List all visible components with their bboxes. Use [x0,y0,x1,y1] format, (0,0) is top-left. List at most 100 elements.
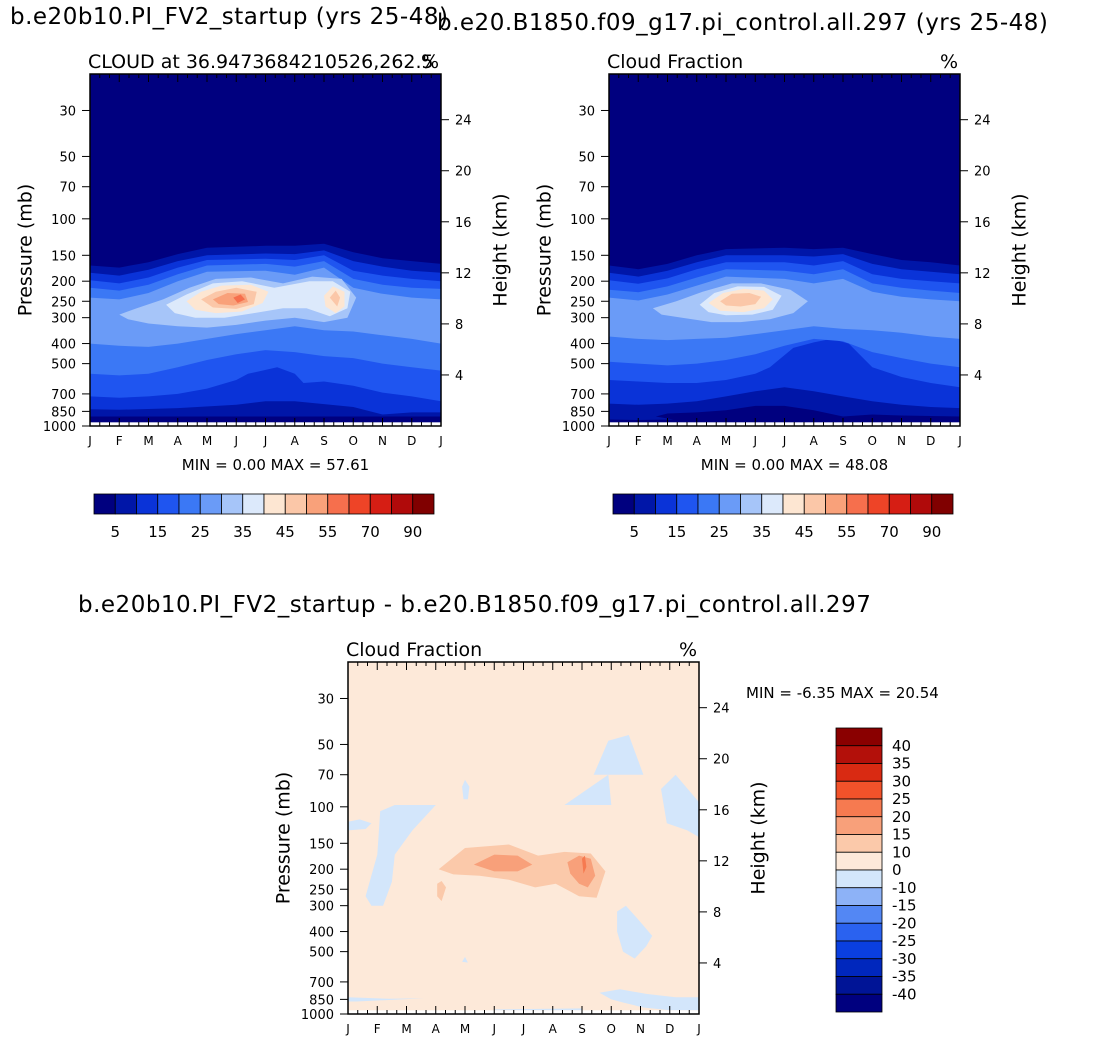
p3-neg-patch [494,1008,582,1011]
p2-ytick-label: 200 [570,275,595,290]
p3-colorbar-label: -35 [892,968,917,986]
p3-colorbar-box [835,993,883,1013]
p3-ytick-label: 500 [309,946,334,961]
p3-xtick-label: S [578,1022,586,1036]
p2-ytick-label: 70 [578,181,595,196]
p3-neg-patch [348,997,425,1002]
p2-xtick-label: S [839,434,847,448]
p3-colorbar-box [835,905,883,924]
p2-xtick-label: J [782,434,787,448]
p3-xtick-label: A [432,1022,441,1036]
p1-minmax-stats: MIN = 0.00 MAX = 57.61 [182,456,369,474]
p1-ytick-label: 400 [51,338,76,353]
p1-xtick-label: J [87,434,92,448]
p2-xtick-label: O [868,434,877,448]
p2-xtick-label: M [721,434,731,448]
p3-y2tick-label: 24 [713,702,730,717]
p3-colorbar-box [835,958,883,977]
p2-ytick-label: 700 [570,388,595,403]
p1-xtick-label: N [378,434,387,448]
p3-colorbar-label: 0 [892,861,902,879]
p2-ytick-label: 400 [570,338,595,353]
p1-ytick-label: 30 [59,104,76,119]
p2-colorbar-label: 15 [667,523,686,541]
p1-xtick-label: D [407,434,416,448]
right-plot-title: b.e20.B1850.f09_g17.pi_control.all.297 (… [437,10,1049,36]
p2-colorbar-box [931,493,954,515]
p1-subtitle: CLOUD at 36.9473684210526,262.5 [88,51,434,73]
p1-ytick-label: 150 [51,249,76,264]
p3-neg-patch [365,805,436,906]
p2-colorbar-label: 70 [880,523,899,541]
p3-colorbar-box [835,834,883,853]
p3-colorbar-label: 10 [892,843,911,861]
p2-band-45 [720,293,762,307]
p3-y2tick-label: 16 [713,804,730,819]
p3-y2tick-label: 4 [713,957,721,972]
p1-band-45b [329,290,341,307]
p3-colorbar-label: 20 [892,808,911,826]
p2-ytick-label: 100 [570,213,595,228]
p3-ytick-label: 700 [309,976,334,991]
p3-pos-band-20 [582,855,587,874]
p1-units: % [421,51,439,73]
p1-xtick-label: J [233,434,238,448]
p1-xtick-label: M [143,434,153,448]
p3-xtick-label: M [401,1022,411,1036]
p2-colorbar-label: 55 [837,523,856,541]
p2-ylabel: Pressure (mb) [534,184,556,317]
p2-xtick-label: J [957,434,962,448]
p3-colorbar-label: -40 [892,985,917,1003]
p3-colorbar-label: -10 [892,879,917,897]
p2-xtick-label: D [926,434,935,448]
p3-xtick-label: F [374,1022,381,1036]
p2-xtick-label: J [752,434,757,448]
p3-ytick-label: 50 [317,738,334,753]
p3-minmax-stats: MIN = -6.35 MAX = 20.54 [746,684,939,702]
p2-ytick-label: 250 [570,295,595,310]
p2-colorbar-label: 90 [922,523,941,541]
p2-ytick-label: 300 [570,312,595,327]
p3-xtick-label: A [549,1022,558,1036]
p3-pos-band-15b [567,855,596,888]
p2-colorbar-label: 35 [752,523,771,541]
p1-xtick-label: O [349,434,358,448]
p3-colorbar-box [835,780,883,800]
p1-colorbar-label: 25 [191,523,210,541]
p3-colorbar-box [835,887,883,906]
p3-colorbar-box [835,798,883,818]
p1-xtick-label: A [174,434,183,448]
p1-y2tick-label: 24 [455,114,472,129]
p1-y2label: Height (km) [490,193,512,306]
p3-xtick-label: N [636,1022,645,1036]
p3-colorbar-box [835,940,883,960]
p2-xtick-label: F [635,434,642,448]
p2-subtitle: Cloud Fraction [607,51,743,73]
p1-colorbar-label: 55 [318,523,337,541]
p3-neg-patch [462,956,468,963]
p1-band-55 [233,294,245,303]
p1-colorbar-label: 90 [403,523,422,541]
p3-colorbar-label: -30 [892,950,917,968]
p1-colorbar-label: 70 [361,523,380,541]
p1-xtick-label: S [320,434,328,448]
p3-xtick-label: J [345,1022,350,1036]
p3-ytick-label: 30 [317,692,334,707]
p1-y2tick-label: 8 [455,318,463,333]
p1-y2tick-label: 4 [455,369,463,384]
p2-ytick-label: 150 [570,249,595,264]
p2-xtick-label: M [662,434,672,448]
p2-colorbar-label: 25 [710,523,729,541]
p3-ytick-label: 300 [309,900,334,915]
diff-plot-title: b.e20b10.PI_FV2_startup - b.e20.B1850.f0… [78,592,872,618]
p3-colorbar-box [835,869,883,889]
p2-colorbar-label: 45 [795,523,814,541]
p3-pos-band-10 [438,844,606,898]
p1-colorbar-label: 45 [276,523,295,541]
p3-xtick-label: J [491,1022,496,1036]
p1-colorbar-label: 15 [148,523,167,541]
p3-y2tick-label: 12 [713,855,730,870]
p3-xtick-label: J [521,1022,526,1036]
